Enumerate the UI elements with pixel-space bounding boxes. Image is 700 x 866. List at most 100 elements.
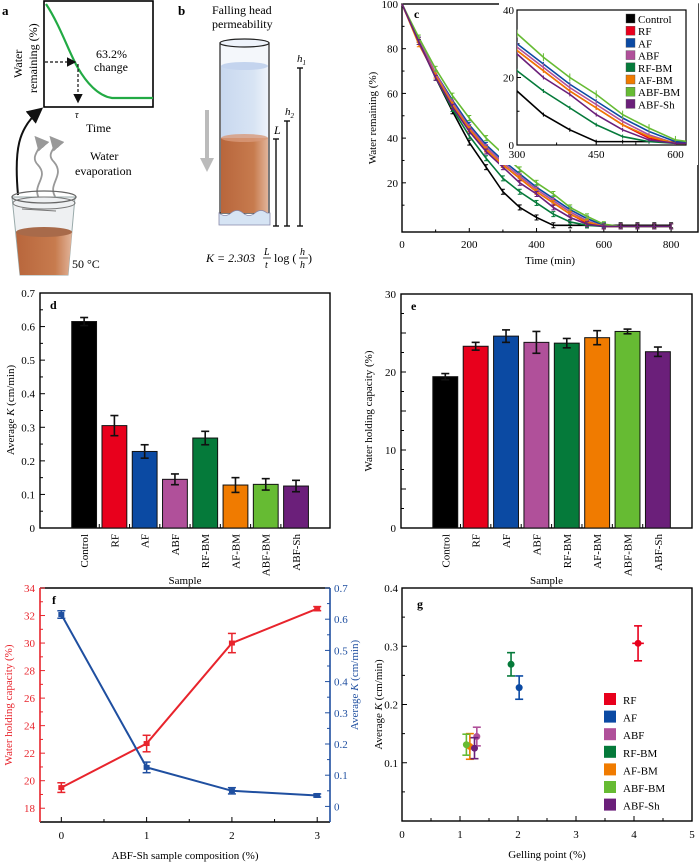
panel-a-arrow-icon (15, 107, 44, 196)
right-y-tick-label: 0.5 (334, 645, 348, 657)
y-tick-label: 0.6 (21, 322, 35, 334)
panel-a-evap-1: Water (90, 149, 118, 163)
panel-a-label: a (2, 3, 9, 18)
data-point-right (314, 792, 321, 798)
x-tick-label-ABF-Sh: ABF-Sh (291, 534, 303, 571)
legend-label-ABF: ABF (623, 730, 644, 742)
y-tick-label: 60 (387, 88, 399, 100)
panel-label: c (414, 7, 420, 21)
panel-a-annotation-2: change (94, 60, 128, 74)
panel-a: a 63.2% change τ Time Water remaining (%… (2, 0, 154, 276)
legend-swatch-ABF-BM (604, 781, 616, 793)
svg-text:): ) (308, 251, 312, 265)
y-tick-label: 0 (30, 523, 36, 535)
y-tick-label: 0 (391, 523, 397, 535)
x-tick-label-AF-BM: AF-BM (230, 534, 242, 569)
legend-label-ABF-Sh: ABF-Sh (638, 99, 675, 111)
x-axis-label: Sample (169, 575, 202, 587)
inset-series-line-AF (517, 43, 686, 144)
left-y-tick-label: 18 (24, 803, 36, 815)
inset-series-line-ABF-BM (517, 33, 686, 143)
left-y-tick-label: 26 (24, 693, 36, 705)
label-h2: h2 (285, 106, 295, 120)
x-tick-label-RF-BM: RF-BM (562, 534, 574, 568)
x-axis-label: Sample (530, 575, 563, 587)
left-y-tick-label: 34 (24, 583, 36, 595)
inset-y-tick-label: 40 (503, 5, 515, 17)
data-point-ABF-Sh (471, 744, 478, 752)
bar-Control (71, 321, 98, 529)
legend-swatch-AF-BM (625, 74, 636, 85)
left-y-tick-label: 24 (24, 721, 36, 733)
legend-swatch-RF (604, 693, 616, 705)
y-tick-label: 0.2 (384, 700, 398, 712)
legend-swatch-ABF (625, 50, 636, 60)
right-y-tick-label: 0.6 (334, 614, 348, 626)
legend-label-AF-BM: AF-BM (638, 75, 673, 87)
panel-b-title-2: permeability (212, 17, 273, 31)
flow-arrow-icon (200, 110, 214, 172)
bar-ABF-BM (252, 483, 279, 529)
legend-swatch-Control (625, 13, 636, 24)
x-tick-label: 3 (314, 830, 320, 842)
y-axis-label: Average K (cm/min) (373, 659, 385, 750)
legend-label-AF: AF (623, 713, 637, 725)
panel-b-label: b (178, 3, 185, 18)
inset-x-tick-label: 450 (588, 149, 605, 161)
legend-swatch-AF (625, 38, 636, 48)
panel-b: b Falling head permeability L h2 h1 K = … (178, 3, 312, 271)
bar-ABF (162, 478, 188, 529)
legend-label-ABF-BM: ABF-BM (623, 783, 665, 795)
x-tick-label-ABF: ABF (170, 534, 182, 555)
chart-d: d 0 0.1 0.2 0.3 0.4 0.5 0.6 0.7 Control RF AF ABF RF-… (5, 288, 331, 587)
inset-x-tick-label: 300 (509, 149, 526, 161)
bar-Control (432, 376, 459, 529)
y-tick-label: 80 (387, 44, 399, 56)
bar-AF (493, 335, 519, 529)
legend-label-ABF-Sh: ABF-Sh (623, 801, 660, 813)
svg-text:log (: log ( (274, 251, 296, 265)
label-h1: h1 (297, 53, 306, 67)
y-tick-label: 0.4 (384, 583, 398, 595)
legend-swatch-RF (625, 26, 636, 36)
right-y-axis-label: Average K (cm/min) (349, 640, 361, 731)
left-y-tick-label: 30 (24, 638, 36, 650)
y-tick-label: 0.4 (21, 389, 35, 401)
y-tick-label: 0.1 (384, 758, 398, 770)
x-tick-label: 0 (59, 830, 65, 842)
x-tick-label-RF-BM: RF-BM (200, 534, 212, 568)
x-tick-label: 0 (399, 829, 405, 841)
x-tick-label: 1 (144, 830, 150, 842)
x-tick-label-Control: Control (79, 534, 91, 568)
panel-label: e (411, 299, 417, 313)
left-y-axis-label: Water holding capacity (%) (3, 644, 15, 765)
x-tick-label-ABF-BM: ABF-BM (623, 534, 635, 576)
bar-AF (131, 450, 158, 529)
data-point-left (143, 741, 150, 747)
x-axis-label: Gelling point (%) (508, 849, 586, 861)
right-y-tick-label: 0.2 (334, 739, 348, 751)
cup-icon (11, 190, 77, 276)
bar-ABF-BM (614, 330, 641, 529)
x-tick-label: 2 (229, 830, 235, 842)
panel-a-plot-frame (43, 0, 154, 108)
svg-text:t: t (265, 260, 268, 271)
legend-label-Control: Control (638, 14, 672, 26)
right-y-tick-label: 0.7 (334, 583, 348, 595)
legend-label-AF-BM: AF-BM (623, 765, 658, 777)
legend-swatch-ABF (604, 728, 616, 741)
right-y-tick-label: 0.1 (334, 770, 348, 782)
legend-swatch-ABF-BM (625, 86, 636, 97)
left-y-tick-label: 28 (24, 666, 36, 678)
inset-y-tick-label: 0 (509, 140, 515, 152)
data-point-left (228, 640, 235, 646)
data-point-left (58, 785, 65, 791)
y-tick-label: 10 (385, 445, 397, 457)
legend-swatch-ABF-Sh (604, 798, 616, 811)
y-tick-label: 20 (385, 367, 397, 379)
x-tick-label: 3 (573, 829, 579, 841)
legend-label-RF-BM: RF-BM (623, 748, 657, 760)
legend-label-AF: AF (638, 38, 652, 50)
